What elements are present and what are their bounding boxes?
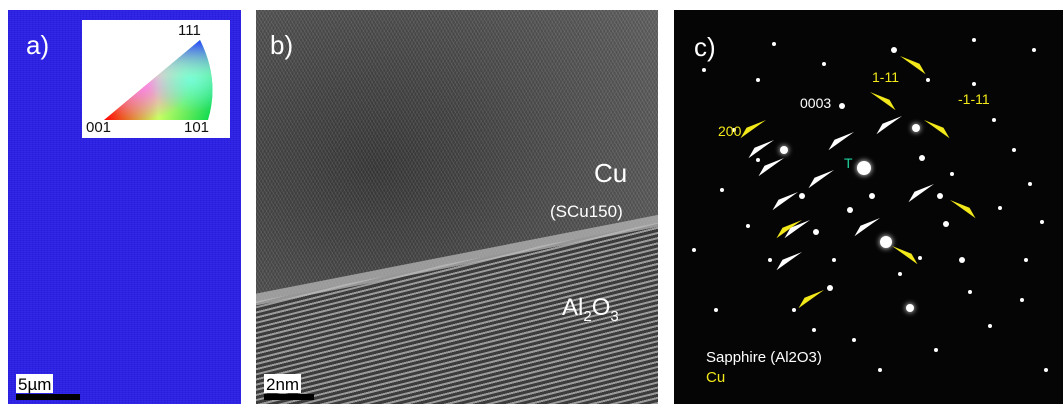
diffraction-spot xyxy=(898,272,902,276)
diffraction-spot xyxy=(813,229,819,235)
sapphire-spot-arrow xyxy=(828,132,854,151)
cu-spot-arrow xyxy=(870,92,896,111)
label-0003: 0003 xyxy=(800,95,832,111)
label-transmitted: T xyxy=(844,155,853,171)
sapphire-spot-arrow xyxy=(758,158,784,177)
ipf-triangle xyxy=(104,40,213,120)
diffraction-spot xyxy=(756,78,760,82)
diffraction-spot xyxy=(1028,182,1032,186)
diffraction-spot xyxy=(880,236,892,248)
diffraction-spot xyxy=(972,82,976,86)
sapphire-spot-arrow xyxy=(748,140,774,159)
cu-spot-arrow xyxy=(900,56,926,75)
cu-spot-arrow xyxy=(950,200,976,219)
diffraction-spot xyxy=(799,193,805,199)
diffraction-spot xyxy=(792,308,796,312)
label-1-11: 1-11 xyxy=(872,69,899,85)
cu-spot-arrow xyxy=(776,220,802,239)
cu-spot-arrow xyxy=(924,120,950,139)
diffraction-spot xyxy=(746,224,750,228)
sapphire-spot-arrow xyxy=(784,220,810,239)
diffraction-spot xyxy=(1040,220,1044,224)
diffraction-spot xyxy=(1044,368,1048,372)
sapphire-spot-arrow xyxy=(876,116,902,135)
label-m1-m11: -1-11 xyxy=(958,91,990,107)
sapphire-spot-arrow xyxy=(808,170,834,189)
diffraction-spot xyxy=(934,348,938,352)
ebsd-orientation-map: a) xyxy=(8,10,241,404)
diffraction-spot xyxy=(891,47,897,53)
sapphire-spot-arrow xyxy=(772,192,798,211)
panel-c-label: c) xyxy=(694,32,716,62)
diffraction-spot xyxy=(827,285,833,291)
diffraction-spot xyxy=(857,161,871,175)
legend-sapphire: Sapphire (Al2O3) xyxy=(706,349,822,366)
diffraction-spot xyxy=(959,257,965,263)
panel-b-label: b) xyxy=(270,30,294,60)
diffraction-spot xyxy=(998,206,1002,210)
sapphire-spot-arrow xyxy=(854,218,880,237)
scale-bar-label-a: 5µm xyxy=(16,374,54,394)
scale-bar-b xyxy=(264,394,314,400)
diffraction-spot xyxy=(912,124,920,132)
diffraction-spot xyxy=(839,103,845,109)
diffraction-spot xyxy=(847,207,853,213)
diffraction-spot xyxy=(812,328,816,332)
cu-film-label: Cu xyxy=(594,158,628,188)
diffraction-spot xyxy=(968,290,972,294)
diffraction-spot xyxy=(1024,258,1028,262)
diffraction-spot xyxy=(1020,298,1024,302)
diffraction-spot xyxy=(772,42,776,46)
diffraction-spot xyxy=(906,304,914,312)
cu-sample-label: (SCu150) xyxy=(550,202,623,221)
diffraction-spot xyxy=(768,258,772,262)
sapphire-spot-arrow xyxy=(776,252,802,271)
scale-bar-label-b: 2nm xyxy=(264,374,302,394)
sapphire-spot-arrow xyxy=(908,184,934,203)
diffraction-spot xyxy=(832,258,836,262)
diffraction-spot xyxy=(1032,48,1036,52)
diffraction-spot xyxy=(692,248,696,252)
diffraction-spot xyxy=(943,221,949,227)
ipf-label-111: 111 xyxy=(178,22,201,39)
ipf-color-key: 111 001 101 xyxy=(82,20,230,138)
scale-bar-a xyxy=(16,394,80,400)
diffraction-spot xyxy=(714,308,718,312)
ipf-label-101: 101 xyxy=(184,119,210,136)
diffraction-spot xyxy=(852,338,856,342)
diffraction-spot xyxy=(950,172,954,176)
diffraction-spots xyxy=(692,38,1048,372)
diffraction-spot xyxy=(988,324,992,328)
cu-spot-arrow xyxy=(798,290,824,309)
ipf-label-001: 001 xyxy=(86,119,112,136)
hrtem-image: b) Cu (SCu150) Al2O3 2nm xyxy=(256,10,658,404)
diffraction-spot xyxy=(869,193,875,199)
diffraction-spot xyxy=(992,118,996,122)
panel-a-label: a) xyxy=(26,30,50,60)
diffraction-spot xyxy=(702,68,706,72)
diffraction-spot xyxy=(822,62,826,66)
legend-cu: Cu xyxy=(706,369,726,386)
diffraction-spot xyxy=(972,38,976,42)
cu-spot-arrow xyxy=(740,120,766,139)
diffraction-spot xyxy=(937,193,943,199)
diffraction-spot xyxy=(926,78,930,82)
diffraction-spot xyxy=(720,188,724,192)
cu-spot-arrow xyxy=(892,246,918,265)
diffraction-spot xyxy=(918,256,922,260)
diffraction-spot xyxy=(756,158,760,162)
diffraction-spot xyxy=(780,146,788,154)
al2o3-label: Al2O3 xyxy=(562,294,619,325)
diffraction-pattern: c) 1-11 -1-11 200 0003 T Sapphire (Al2O3… xyxy=(674,10,1063,404)
diffraction-spot xyxy=(732,128,736,132)
label-200: 200 xyxy=(718,123,742,139)
diffraction-spot xyxy=(1012,148,1016,152)
diffraction-spot xyxy=(919,155,925,161)
diffraction-spot xyxy=(878,368,882,372)
